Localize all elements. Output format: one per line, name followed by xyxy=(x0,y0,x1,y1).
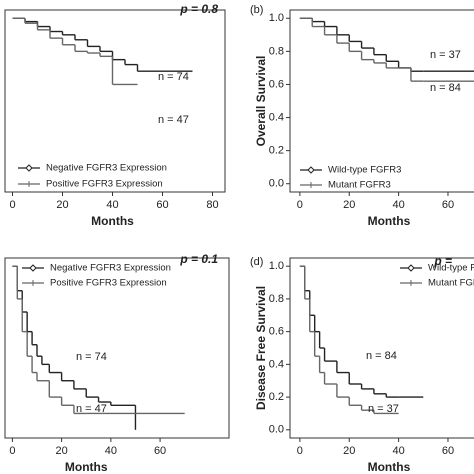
x-axis-label: Months xyxy=(368,460,411,474)
annotation: n = 47 xyxy=(158,114,189,126)
annotation: n = 84 xyxy=(366,350,397,362)
y-tick-label: 0.6 xyxy=(269,326,284,338)
legend-marker xyxy=(408,280,414,286)
legend-label: Positive FGFR3 Expression xyxy=(46,179,163,190)
plot-frame xyxy=(4,9,226,193)
plot-frame xyxy=(289,257,474,439)
p-value: p = xyxy=(433,254,452,268)
x-tick-label: 40 xyxy=(392,199,404,211)
x-tick-label: 40 xyxy=(105,445,117,457)
x-tick-label: 20 xyxy=(343,445,355,457)
x-tick-label: 80 xyxy=(206,199,218,211)
x-tick-label: 60 xyxy=(154,445,166,457)
x-tick-label: 60 xyxy=(442,445,454,457)
y-tick-label: 0.2 xyxy=(269,145,284,157)
x-axis-label: Months xyxy=(65,460,108,474)
legend-marker xyxy=(308,182,314,188)
x-tick-label: 20 xyxy=(343,199,355,211)
y-tick-label: 1.0 xyxy=(269,260,284,272)
x-axis-label: Months xyxy=(368,214,411,228)
x-tick-label: 0 xyxy=(297,199,303,211)
annotation: n = 47 xyxy=(76,403,107,415)
p-value: p = 0.1 xyxy=(179,252,218,266)
legend-marker xyxy=(30,280,36,286)
legend-label: Wild-type FGFR3 xyxy=(328,165,401,176)
x-tick-label: 40 xyxy=(392,445,404,457)
legend-label: Wild-type FGFR3 xyxy=(428,263,474,274)
p-value: p = 0.8 xyxy=(179,2,218,16)
panel-label: (d) xyxy=(250,256,263,268)
x-tick-label: 60 xyxy=(442,199,454,211)
legend-label: Negative FGFR3 Expression xyxy=(46,163,167,174)
x-tick-label: 20 xyxy=(55,445,67,457)
y-tick-label: 0.4 xyxy=(269,358,284,370)
legend-marker xyxy=(29,264,37,272)
legend-label: Positive FGFR3 Expression xyxy=(50,278,167,289)
legend-marker xyxy=(26,181,32,187)
legend-marker xyxy=(25,164,33,172)
legend-label: Mutant FGFR3 xyxy=(328,180,391,191)
annotation: n = 74 xyxy=(158,71,189,83)
x-tick-label: 20 xyxy=(56,199,68,211)
annotation: n = 37 xyxy=(368,403,399,415)
plot-frame xyxy=(4,257,230,439)
annotation: n = 84 xyxy=(430,82,461,94)
legend-label: Negative FGFR3 Expression xyxy=(50,263,171,274)
legend-marker xyxy=(307,166,315,174)
y-tick-label: 1.0 xyxy=(269,12,284,24)
y-tick-label: 0.0 xyxy=(269,178,284,190)
x-axis-label: Months xyxy=(91,214,134,228)
y-axis-label: Overall Survival xyxy=(254,56,268,147)
y-tick-label: 0.8 xyxy=(269,293,284,305)
annotation: n = 74 xyxy=(76,351,107,363)
x-tick-label: 40 xyxy=(106,199,118,211)
x-tick-label: 0 xyxy=(297,445,303,457)
y-tick-label: 0.4 xyxy=(269,111,284,123)
annotation: n = 37 xyxy=(430,49,461,61)
x-tick-label: 0 xyxy=(9,199,15,211)
y-tick-label: 0.6 xyxy=(269,78,284,90)
plot-frame xyxy=(289,9,474,193)
x-tick-label: 0 xyxy=(9,445,15,457)
legend-marker xyxy=(407,264,415,272)
y-axis-label: Disease Free Survival xyxy=(254,286,268,410)
y-tick-label: 0.0 xyxy=(269,424,284,436)
y-tick-label: 0.8 xyxy=(269,45,284,57)
legend-label: Mutant FGFR3 xyxy=(428,278,474,289)
panel-label: (b) xyxy=(250,4,263,16)
x-tick-label: 60 xyxy=(156,199,168,211)
y-tick-label: 0.2 xyxy=(269,391,284,403)
